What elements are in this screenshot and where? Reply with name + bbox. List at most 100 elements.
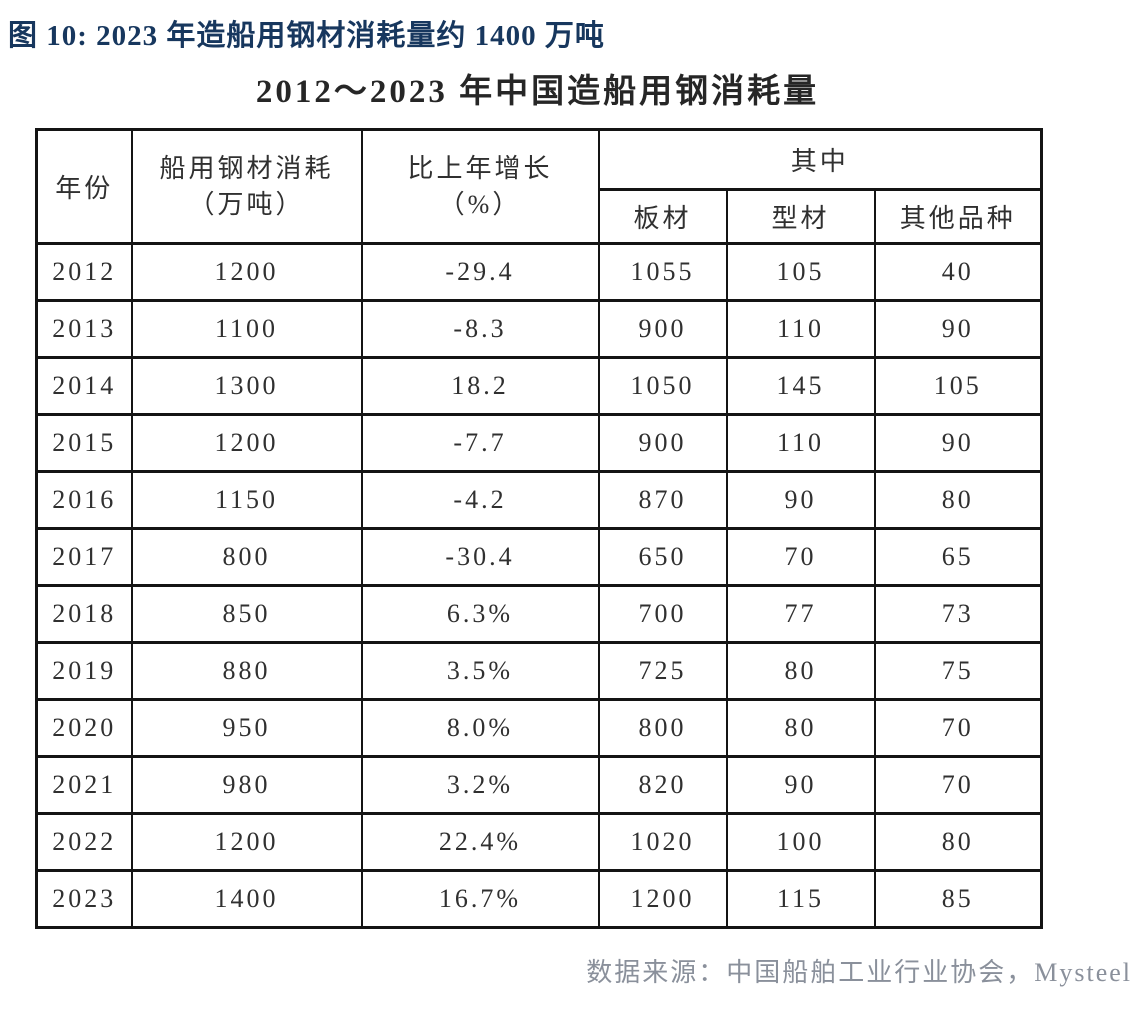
table-row: 2013 1100 -8.3 900 110 90 xyxy=(35,299,1043,359)
year-cell: 2021 xyxy=(35,755,133,815)
value-cell: 880 xyxy=(130,641,363,701)
value-cell: 3.2% xyxy=(360,755,600,815)
col-header-consumption-line2: （万吨） xyxy=(188,189,305,219)
value-cell: 900 xyxy=(597,413,728,473)
table-row: 2022 1200 22.4% 1020 100 80 xyxy=(35,812,1043,872)
col-header-year: 年份 xyxy=(35,128,133,245)
steel-consumption-table: 年份 船用钢材消耗 （万吨） 比上年增长 （%） 其中 板材 型材 其他品种 2… xyxy=(35,128,1043,929)
value-cell: 820 xyxy=(597,755,728,815)
year-cell: 2012 xyxy=(35,242,133,302)
value-cell: -29.4 xyxy=(360,242,600,302)
col-header-other: 其他品种 xyxy=(873,188,1043,245)
value-cell: 1400 xyxy=(130,869,363,929)
year-cell: 2019 xyxy=(35,641,133,701)
year-cell: 2022 xyxy=(35,812,133,872)
value-cell: 1150 xyxy=(130,470,363,530)
col-header-section: 型材 xyxy=(725,188,876,245)
table-row: 2021 980 3.2% 820 90 70 xyxy=(35,755,1043,815)
value-cell: 1100 xyxy=(130,299,363,359)
value-cell: 100 xyxy=(725,812,876,872)
col-header-consumption-line1: 船用钢材消耗 xyxy=(159,154,334,184)
value-cell: 80 xyxy=(873,812,1043,872)
table-row: 2016 1150 -4.2 870 90 80 xyxy=(35,470,1043,530)
value-cell: -8.3 xyxy=(360,299,600,359)
year-cell: 2016 xyxy=(35,470,133,530)
value-cell: 8.0% xyxy=(360,698,600,758)
value-cell: 800 xyxy=(130,527,363,587)
value-cell: 70 xyxy=(725,527,876,587)
value-cell: 1200 xyxy=(597,869,728,929)
value-cell: 75 xyxy=(873,641,1043,701)
value-cell: 110 xyxy=(725,413,876,473)
value-cell: 90 xyxy=(725,755,876,815)
value-cell: 80 xyxy=(725,698,876,758)
year-cell: 2023 xyxy=(35,869,133,929)
value-cell: 90 xyxy=(725,470,876,530)
value-cell: 1300 xyxy=(130,356,363,416)
value-cell: 1200 xyxy=(130,413,363,473)
year-cell: 2015 xyxy=(35,413,133,473)
value-cell: 6.3% xyxy=(360,584,600,644)
value-cell: 80 xyxy=(725,641,876,701)
col-header-consumption: 船用钢材消耗 （万吨） xyxy=(130,128,363,245)
value-cell: 85 xyxy=(873,869,1043,929)
value-cell: 77 xyxy=(725,584,876,644)
value-cell: 110 xyxy=(725,299,876,359)
value-cell: 725 xyxy=(597,641,728,701)
value-cell: 65 xyxy=(873,527,1043,587)
table-row: 2020 950 8.0% 800 80 70 xyxy=(35,698,1043,758)
col-header-growth-line2: （%） xyxy=(438,189,522,219)
year-cell: 2017 xyxy=(35,527,133,587)
value-cell: 870 xyxy=(597,470,728,530)
col-header-growth: 比上年增长 （%） xyxy=(360,128,600,245)
value-cell: 145 xyxy=(725,356,876,416)
table-row: 2015 1200 -7.7 900 110 90 xyxy=(35,413,1043,473)
value-cell: 1050 xyxy=(597,356,728,416)
value-cell: -7.7 xyxy=(360,413,600,473)
value-cell: 900 xyxy=(597,299,728,359)
value-cell: 115 xyxy=(725,869,876,929)
table-title: 2012～2023 年中国造船用钢消耗量 xyxy=(255,74,820,110)
table-row: 2012 1200 -29.4 1055 105 40 xyxy=(35,242,1043,302)
value-cell: 22.4% xyxy=(360,812,600,872)
value-cell: -4.2 xyxy=(360,470,600,530)
value-cell: -30.4 xyxy=(360,527,600,587)
value-cell: 1200 xyxy=(130,812,363,872)
value-cell: 105 xyxy=(725,242,876,302)
value-cell: 90 xyxy=(873,413,1043,473)
value-cell: 80 xyxy=(873,470,1043,530)
year-cell: 2020 xyxy=(35,698,133,758)
value-cell: 1055 xyxy=(597,242,728,302)
value-cell: 980 xyxy=(130,755,363,815)
value-cell: 800 xyxy=(597,698,728,758)
table-row: 2023 1400 16.7% 1200 115 85 xyxy=(35,869,1043,929)
col-header-group-qizhong: 其中 xyxy=(597,128,1043,191)
value-cell: 73 xyxy=(873,584,1043,644)
value-cell: 850 xyxy=(130,584,363,644)
table-body: 2012 1200 -29.4 1055 105 40 2013 1100 -8.3 900 110… xyxy=(35,242,1043,929)
data-source: 数据来源：中国船舶工业行业协会，Mysteel xyxy=(586,958,1132,987)
value-cell: 70 xyxy=(873,755,1043,815)
value-cell: 105 xyxy=(873,356,1043,416)
value-cell: 650 xyxy=(597,527,728,587)
table-row: 2018 850 6.3% 700 77 73 xyxy=(35,584,1043,644)
col-header-growth-line1: 比上年增长 xyxy=(407,154,553,184)
value-cell: 3.5% xyxy=(360,641,600,701)
value-cell: 950 xyxy=(130,698,363,758)
value-cell: 1200 xyxy=(130,242,363,302)
year-cell: 2014 xyxy=(35,356,133,416)
figure-caption: 图 10: 2023 年造船用钢材消耗量约 1400 万吨 xyxy=(8,20,605,52)
value-cell: 16.7% xyxy=(360,869,600,929)
table-row: 2014 1300 18.2 1050 145 105 xyxy=(35,356,1043,416)
table-row: 2019 880 3.5% 725 80 75 xyxy=(35,641,1043,701)
value-cell: 70 xyxy=(873,698,1043,758)
value-cell: 40 xyxy=(873,242,1043,302)
table-row: 2017 800 -30.4 650 70 65 xyxy=(35,527,1043,587)
value-cell: 700 xyxy=(597,584,728,644)
year-cell: 2013 xyxy=(35,299,133,359)
year-cell: 2018 xyxy=(35,584,133,644)
col-header-plate: 板材 xyxy=(597,188,728,245)
value-cell: 90 xyxy=(873,299,1043,359)
value-cell: 1020 xyxy=(597,812,728,872)
value-cell: 18.2 xyxy=(360,356,600,416)
